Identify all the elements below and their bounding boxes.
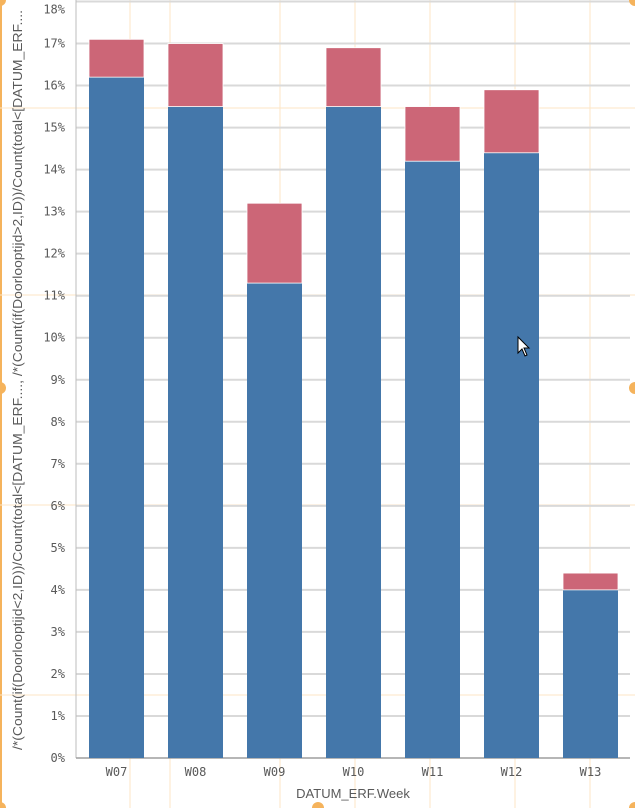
bar-segment-W12-series1 xyxy=(484,152,539,759)
x-tick-label: W11 xyxy=(422,765,444,779)
y-tick-label: 2% xyxy=(51,667,66,681)
y-tick-label: 3% xyxy=(51,625,66,639)
y-tick-label: 17% xyxy=(43,37,65,51)
x-tick-label: W09 xyxy=(264,765,286,779)
resize-handle xyxy=(312,802,324,808)
y-axis-title: /*(Count(if(Doorlooptijd<2,ID))/Count(to… xyxy=(11,10,25,750)
bar-segment-W07-series2 xyxy=(88,38,145,78)
x-axis-title: DATUM_ERF.Week xyxy=(296,786,410,801)
bar-segment-W09-series1 xyxy=(247,283,302,758)
x-tick-label: W08 xyxy=(185,765,207,779)
y-tick-label: 6% xyxy=(51,499,66,513)
bar-segment-W11-series2 xyxy=(404,106,461,162)
bar-segment-W09-series2 xyxy=(246,202,303,284)
resize-handle xyxy=(0,0,6,6)
y-tick-label: 12% xyxy=(43,247,65,261)
y-tick-label: 1% xyxy=(51,709,66,723)
resize-handle xyxy=(0,802,6,808)
y-tick-label: 8% xyxy=(51,415,66,429)
bar-segment-W13-series1 xyxy=(563,589,618,758)
y-tick-label: 10% xyxy=(43,331,65,345)
y-tick-label: 15% xyxy=(43,121,65,135)
bar-segment-W08-series1 xyxy=(168,106,223,758)
y-tick-label: 14% xyxy=(43,163,65,177)
bar-segment-W07-series1 xyxy=(89,77,144,758)
x-tick-label: W13 xyxy=(580,765,602,779)
bar-segment-W13-series2 xyxy=(562,572,619,591)
resize-handle xyxy=(0,382,6,394)
y-tick-label: 4% xyxy=(51,583,66,597)
bar-segment-W10-series2 xyxy=(325,47,382,107)
resize-handle xyxy=(629,0,635,6)
x-tick-label: W12 xyxy=(501,765,523,779)
bar-segment-W12-series2 xyxy=(483,89,540,154)
resize-handle xyxy=(629,382,635,394)
x-tick-label: W07 xyxy=(106,765,128,779)
resize-handle xyxy=(629,802,635,808)
bar-segment-W10-series1 xyxy=(326,106,381,758)
y-tick-label: 13% xyxy=(43,205,65,219)
mouse-cursor-icon xyxy=(517,335,531,357)
bar-segment-W08-series2 xyxy=(167,43,224,107)
y-tick-label: 16% xyxy=(43,79,65,93)
x-tick-label: W10 xyxy=(343,765,365,779)
y-tick-label: 0% xyxy=(51,751,66,765)
bar-segment-W11-series1 xyxy=(405,161,460,758)
y-tick-label: 9% xyxy=(51,373,66,387)
y-tick-label: 18% xyxy=(43,3,65,17)
y-tick-label: 11% xyxy=(43,289,65,303)
y-tick-label: 5% xyxy=(51,541,66,555)
y-tick-label: 7% xyxy=(51,457,66,471)
